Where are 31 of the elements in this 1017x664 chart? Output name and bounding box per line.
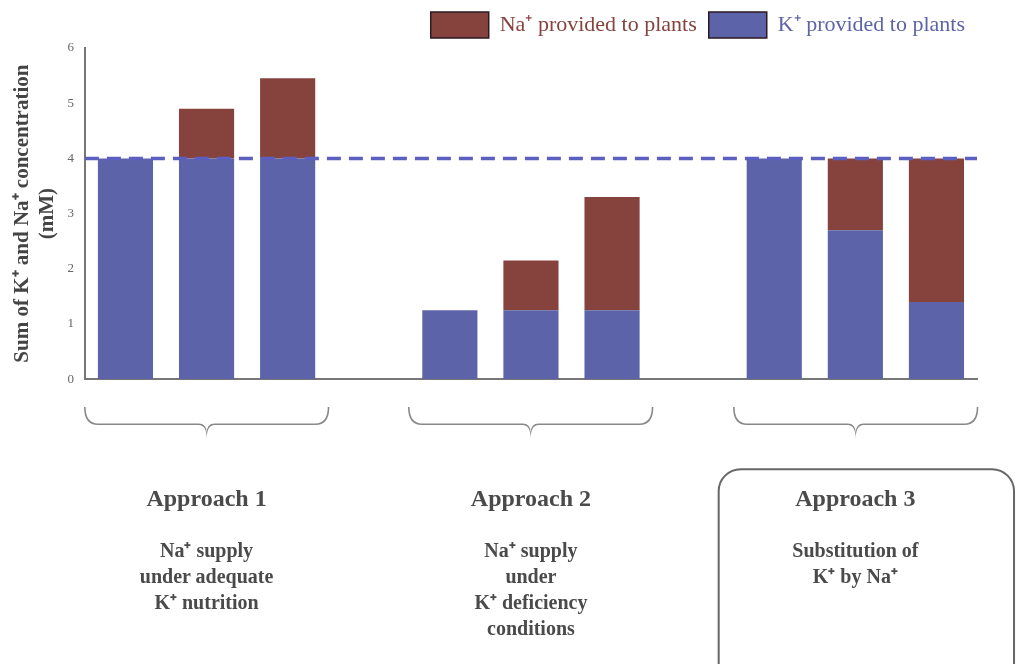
- text: Approach 3: [794, 485, 917, 513]
- text: Substitution of K⁺ by Na⁺: [791, 538, 920, 590]
- text: Approach 2: [469, 485, 593, 513]
- y-axis-title: Sum of K⁺ and Na⁺ concentration (mM): [9, 64, 59, 363]
- text: Na⁺ supply under K⁺ deficiency conditions: [473, 538, 589, 642]
- bar: [178, 108, 235, 159]
- text: Approach 1: [145, 485, 268, 513]
- bar: [422, 310, 478, 380]
- bar: [827, 158, 883, 231]
- y-tick-label: 0: [67, 370, 74, 386]
- y-tick-label: 5: [67, 94, 74, 110]
- bar: [260, 78, 316, 159]
- y-tick-label: 1: [67, 315, 74, 331]
- bar: [584, 197, 640, 311]
- bar: [260, 158, 316, 380]
- legend-label: K⁺ provided to plants: [777, 10, 966, 36]
- bar: [908, 158, 965, 302]
- bar: [908, 301, 965, 380]
- y-tick-label: 2: [67, 260, 74, 276]
- text: Na⁺ supply under adequate K⁺ nutrition: [138, 538, 275, 616]
- bar: [503, 260, 559, 311]
- y-tick-label: 6: [67, 39, 75, 55]
- bar: [827, 230, 883, 380]
- bar: [178, 158, 235, 380]
- legend-label: Na⁺ provided to plants: [499, 10, 697, 36]
- bar: [746, 158, 802, 380]
- y-tick-label: 4: [67, 149, 75, 165]
- bar: [503, 310, 559, 380]
- y-tick-label: 3: [67, 205, 74, 221]
- bar: [584, 310, 640, 380]
- bar: [97, 158, 154, 380]
